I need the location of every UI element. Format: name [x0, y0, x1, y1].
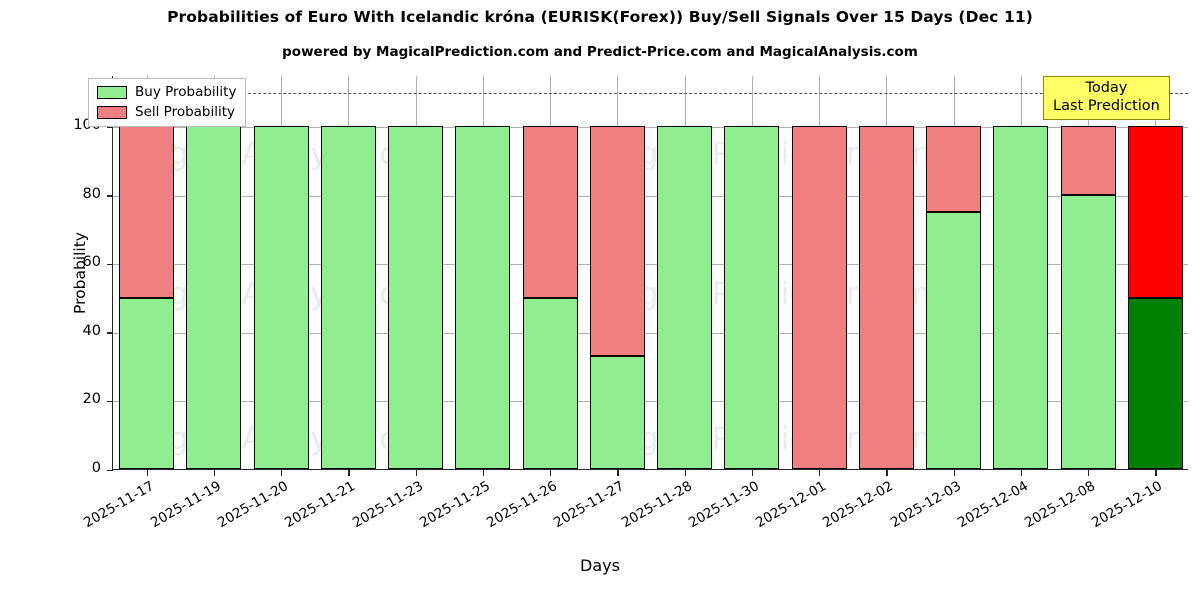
- bar: [1060, 126, 1116, 469]
- bar-segment-buy: [388, 126, 444, 469]
- legend-label: Sell Probability: [135, 104, 236, 120]
- x-tick-mark: [617, 470, 619, 476]
- bar-segment-buy: [724, 126, 780, 469]
- reference-line: [113, 93, 1188, 95]
- y-tick-label: 60: [82, 254, 101, 271]
- bar: [926, 126, 982, 469]
- today-annotation-line2: Last Prediction: [1053, 97, 1160, 114]
- x-tick-mark: [751, 470, 754, 476]
- bar-segment-buy: [522, 297, 578, 469]
- bar: [119, 126, 175, 469]
- x-axis-title: Days: [580, 556, 620, 575]
- bar: [657, 126, 713, 469]
- bar-segment-buy: [993, 126, 1049, 469]
- bar-segment-buy: [657, 126, 713, 469]
- x-tick-mark: [684, 470, 686, 476]
- bar-segment-sell: [791, 126, 847, 469]
- grid-line-y: [113, 264, 1188, 266]
- chart-subtitle: powered by MagicalPrediction.com and Pre…: [282, 44, 918, 60]
- x-tick-mark: [1088, 470, 1090, 476]
- x-tick-mark: [550, 470, 552, 476]
- bar: [791, 126, 847, 469]
- legend-swatch-sell: [97, 105, 127, 119]
- bar-segment-sell: [858, 126, 914, 469]
- bar-today: [1127, 126, 1183, 469]
- y-tick-label: 0: [91, 460, 101, 476]
- bar: [589, 126, 645, 469]
- x-tick-mark: [348, 470, 350, 476]
- x-axis: 2025-11-17 2025-11-19 2025-11-20 2025-11-21…: [81, 470, 1188, 590]
- x-tick-mark: [415, 470, 417, 476]
- bar: [522, 126, 578, 469]
- x-tick-mark: [482, 470, 485, 476]
- y-tick-mark: [107, 263, 113, 266]
- x-tick-mark: [281, 470, 283, 476]
- y-tick-mark: [107, 126, 113, 129]
- y-tick-mark: [107, 332, 113, 334]
- bar: [320, 126, 376, 469]
- x-tick-mark: [213, 470, 216, 476]
- x-tick-mark: [1020, 470, 1023, 476]
- bar: [388, 126, 444, 469]
- today-annotation-line1: Today: [1085, 80, 1128, 96]
- legend-swatch-buy: [97, 85, 127, 99]
- bar-segment-sell: [1060, 126, 1116, 195]
- y-tick-mark: [107, 469, 113, 471]
- bar-segment-buy: [186, 126, 242, 469]
- bar: [724, 126, 780, 469]
- bar-segment-sell: [589, 126, 645, 356]
- y-tick-mark: [107, 195, 113, 197]
- grid-line-y: [113, 195, 1188, 197]
- bar: [993, 126, 1049, 469]
- today-annotation: Today Last Prediction: [1043, 76, 1170, 121]
- bar-segment-sell: [926, 126, 982, 213]
- x-tick-mark: [1155, 470, 1157, 476]
- bar-segment-buy: [1127, 297, 1183, 469]
- x-tick-mark: [819, 470, 821, 476]
- bar-segment-buy: [119, 297, 175, 469]
- bar: [858, 126, 914, 469]
- x-tick-mark: [953, 470, 955, 476]
- grid-line-y: [113, 332, 1188, 334]
- x-tick-mark: [886, 470, 888, 476]
- x-tick-mark: [146, 470, 148, 476]
- bar-segment-buy: [253, 126, 309, 469]
- y-tick-mark: [107, 400, 113, 403]
- bar: [186, 126, 242, 469]
- bars-layer: [113, 76, 1188, 469]
- chart-title: Probabilities of Euro With Icelandic kró…: [167, 8, 1033, 26]
- grid-line-y: [113, 401, 1188, 403]
- bar-segment-sell: [1127, 126, 1183, 298]
- bar-segment-buy: [320, 126, 376, 469]
- y-tick-label: 20: [82, 391, 101, 408]
- y-tick-label: 80: [82, 185, 101, 202]
- grid-line-y: [113, 127, 1188, 129]
- bar: [455, 126, 511, 469]
- chart-legend: Buy Probability Sell Probability: [88, 78, 247, 127]
- bar-segment-buy: [926, 212, 982, 469]
- bar-segment-buy: [455, 126, 511, 469]
- legend-item: Buy Probability: [97, 84, 236, 100]
- y-axis-title: Probability: [70, 231, 89, 314]
- bar-segment-sell: [522, 126, 578, 298]
- y-tick-label: 40: [82, 322, 101, 339]
- bar: [253, 126, 309, 469]
- legend-item: Sell Probability: [97, 104, 236, 120]
- bar-segment-sell: [119, 126, 175, 298]
- legend-label: Buy Probability: [135, 84, 237, 100]
- plot-area: MagicalAnalysis.comMagicalPrediction.com…: [71, 76, 1188, 531]
- bar-segment-buy: [589, 355, 645, 469]
- bar-segment-buy: [1060, 194, 1116, 469]
